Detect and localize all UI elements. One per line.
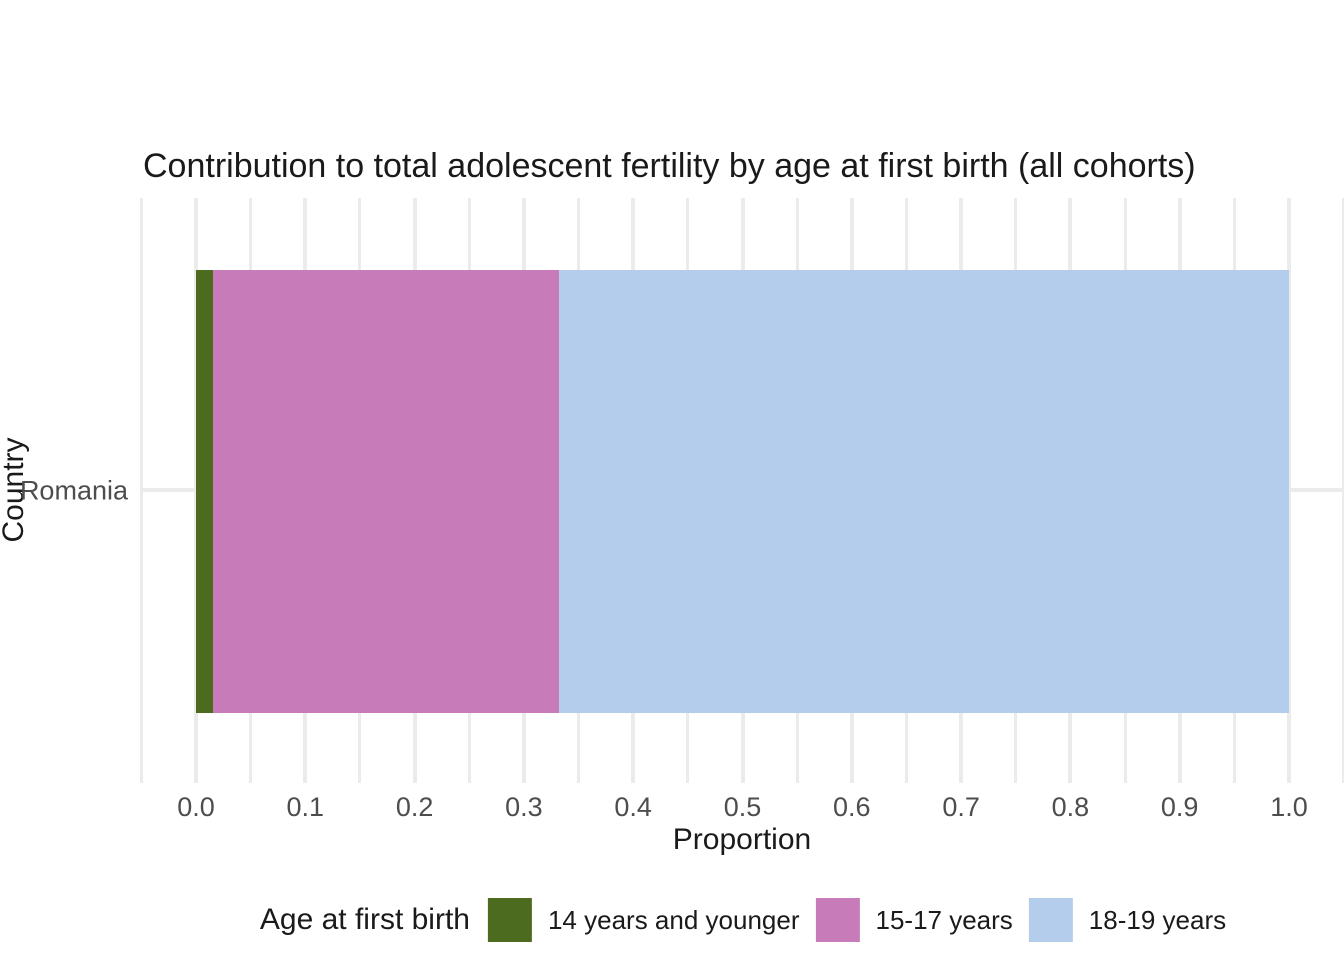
- x-tick-label: 0.2: [395, 792, 434, 822]
- x-tick-label: 1.0: [1270, 792, 1308, 822]
- x-tick-label: 0.6: [833, 792, 871, 822]
- legend-label: 15-17 years: [875, 904, 1013, 935]
- x-tick-label: 0.9: [1160, 792, 1199, 822]
- chart-title: Contribution to total adolescent fertili…: [143, 147, 1196, 185]
- legend-item-18-19: 18-19 years: [1028, 898, 1227, 942]
- legend-item-15-17: 15-17 years: [815, 898, 1013, 942]
- bar-segment-18-19-years: [558, 270, 1289, 713]
- legend-item-14-and-younger: 14 years and younger: [487, 898, 800, 942]
- x-tick-label: 0.5: [723, 792, 762, 822]
- legend-swatch-14-and-younger: [487, 898, 532, 942]
- stacked-bar-romania: [196, 270, 1289, 713]
- x-tick-label: 0.8: [1051, 792, 1090, 822]
- x-tick-label: 0.3: [505, 792, 543, 822]
- x-tick-label: 0.0: [177, 792, 215, 822]
- plot-panel: [139, 198, 1344, 783]
- legend-label: 14 years and younger: [547, 904, 800, 935]
- bar-segment-14-years-and-younger: [196, 270, 214, 713]
- legend-swatch-15-17: [815, 898, 860, 942]
- legend-swatch-18-19: [1028, 898, 1073, 942]
- x-tick-label: 0.4: [614, 792, 652, 822]
- x-tick-label: 0.7: [942, 792, 980, 822]
- y-tick-label-romania: Romania: [19, 475, 128, 506]
- legend-label: 18-19 years: [1088, 904, 1227, 935]
- x-tick-label: 0.1: [286, 792, 325, 822]
- legend-title: Age at first birth: [259, 903, 470, 936]
- legend: Age at first birth 14 years and younger …: [260, 898, 1226, 942]
- bar-segment-15-17-years: [213, 270, 559, 713]
- x-axis-title: Proportion: [672, 823, 812, 856]
